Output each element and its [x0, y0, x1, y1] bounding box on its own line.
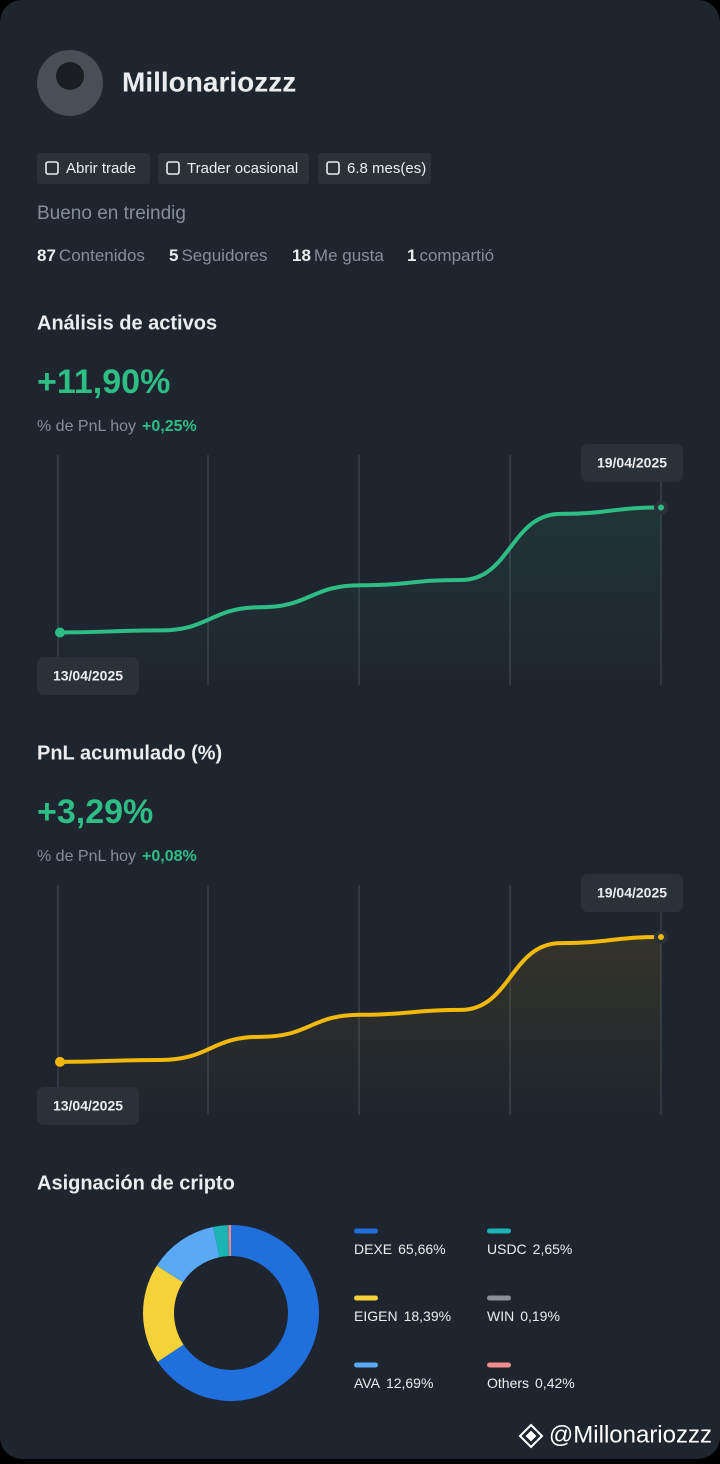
area	[60, 936, 661, 1115]
legend-swatch	[487, 1228, 511, 1234]
pnl-today: % de PnL hoy +0,08%	[37, 848, 197, 865]
donut-segment	[157, 1225, 319, 1401]
tag-chip	[158, 153, 309, 184]
donut-segment	[228, 1225, 231, 1257]
tag-label: Trader ocasional	[187, 160, 298, 177]
tag-icon	[45, 161, 59, 175]
pnl-today-value: +0,08%	[142, 848, 197, 865]
bio: Bueno en treindig	[37, 203, 186, 224]
logo	[518, 1423, 544, 1449]
stat-label: Contenidos	[59, 246, 145, 265]
section-title: Asignación de cripto	[37, 1172, 235, 1194]
date-label: 13/04/2025	[53, 1098, 123, 1114]
footer-handle: @Millonariozzz	[549, 1421, 712, 1448]
legend-swatch	[487, 1295, 511, 1301]
headline: +3,29%	[37, 793, 153, 831]
start-point	[55, 627, 65, 638]
legend-name: USDC	[487, 1241, 527, 1257]
section-title: PnL acumulado (%)	[37, 742, 222, 764]
legend-value: 0,19%	[520, 1308, 560, 1324]
avatar-figure	[56, 62, 84, 90]
user-name: Millonariozzz	[122, 66, 296, 97]
legend-value: 12,69%	[386, 1375, 433, 1391]
end-point	[654, 929, 668, 944]
stat-label: Me gusta	[314, 246, 384, 265]
section-title: Análisis de activos	[37, 312, 217, 334]
legend-name: DEXE	[354, 1241, 392, 1257]
date-label: 13/04/2025	[53, 668, 123, 684]
line	[58, 934, 663, 1064]
pnl-today-label: % de PnL hoy	[37, 418, 136, 435]
date-tooltip	[37, 1087, 139, 1125]
legend-name: WIN	[487, 1308, 514, 1324]
date-label: 19/04/2025	[597, 455, 667, 471]
stat: 18 Me gusta	[292, 246, 384, 265]
stat-value: 18	[292, 246, 311, 265]
stat-value: 5	[169, 246, 178, 265]
donut-segment	[227, 1225, 230, 1257]
legend-name: EIGEN	[354, 1308, 398, 1324]
pnl-today: % de PnL hoy +0,25%	[37, 418, 197, 435]
area	[60, 507, 661, 685]
legend-name: Others	[487, 1375, 529, 1391]
legend-entry: WIN 0,19%	[487, 1308, 560, 1324]
stat-label: compartió	[419, 246, 494, 265]
pnl-today-label: % de PnL hoy	[37, 848, 136, 865]
tag-icon	[326, 161, 340, 175]
legend-entry: AVA 12,69%	[354, 1375, 433, 1391]
tag-chip[interactable]	[37, 153, 150, 184]
legend-entry: DEXE 65,66%	[354, 1241, 446, 1257]
tag-label: Abrir trade	[66, 160, 136, 177]
legend-swatch	[487, 1362, 511, 1368]
stat: 1 compartió	[407, 246, 494, 265]
legend-entry: Others 0,42%	[487, 1375, 575, 1391]
stat: 87 Contenidos	[37, 246, 145, 265]
legend-swatch	[354, 1362, 378, 1368]
stat: 5 Seguidores	[169, 246, 267, 265]
donut-segment	[213, 1225, 229, 1258]
end-point	[654, 500, 668, 515]
legend-name: AVA	[354, 1375, 381, 1391]
date-tooltip	[581, 444, 683, 482]
legend-swatch	[354, 1295, 378, 1301]
start-point	[55, 1056, 65, 1067]
legend-swatch	[354, 1228, 378, 1234]
pnl-today-value: +0,25%	[142, 418, 197, 435]
stat-value: 87	[37, 246, 56, 265]
stat-value: 1	[407, 246, 416, 265]
date-label: 19/04/2025	[597, 885, 667, 901]
stat-label: Seguidores	[181, 246, 267, 265]
line	[58, 505, 663, 635]
legend-value: 18,39%	[404, 1308, 451, 1324]
legend-value: 0,42%	[535, 1375, 575, 1391]
legend-entry: USDC 2,65%	[487, 1241, 572, 1257]
legend-value: 2,65%	[533, 1241, 573, 1257]
date-tooltip	[37, 657, 139, 695]
tag-chip	[318, 153, 431, 184]
donut-segment	[143, 1265, 184, 1362]
legend-entry: EIGEN 18,39%	[354, 1308, 451, 1324]
donut-segment	[156, 1226, 220, 1283]
tag-label: 6.8 mes(es)	[347, 160, 426, 177]
date-tooltip	[581, 874, 683, 912]
legend-value: 65,66%	[398, 1241, 445, 1257]
headline: +11,90%	[37, 363, 170, 401]
tag-icon	[166, 161, 180, 175]
